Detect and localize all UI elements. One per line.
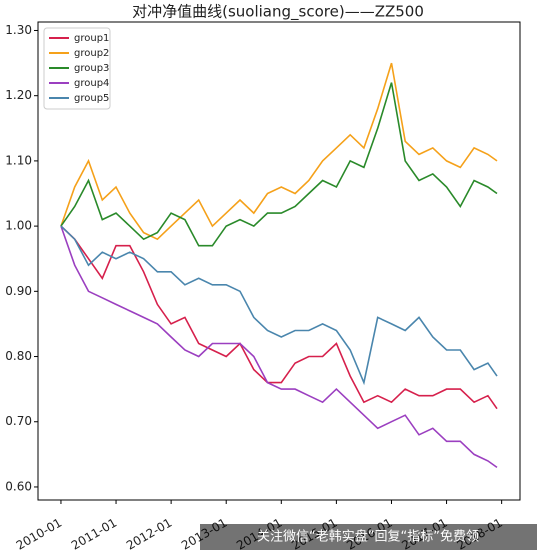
y-tick-label: 0.90 bbox=[5, 284, 32, 298]
legend: group1 group2 group3 group4 group5 bbox=[43, 27, 111, 110]
x-tick-label: 2010-01 bbox=[14, 516, 64, 550]
legend-label: group4 bbox=[74, 78, 109, 89]
x-tick-label: 2012-01 bbox=[124, 516, 174, 550]
line-series bbox=[60, 62, 498, 241]
y-tick-label: 0.80 bbox=[5, 349, 32, 363]
y-tick-label: 1.00 bbox=[5, 219, 32, 233]
y-tick-label: 1.20 bbox=[5, 88, 32, 102]
plot-frame bbox=[37, 21, 521, 501]
watermark: 关注微信“老韩实盘”回复“指标”免费领 bbox=[257, 529, 479, 545]
legend-box bbox=[43, 27, 111, 110]
legend-label: group1 bbox=[74, 33, 109, 44]
chart-title: 对冲净值曲线(suoliang_score)——ZZ500 bbox=[132, 3, 424, 22]
line-series bbox=[60, 225, 498, 469]
line-series bbox=[60, 225, 498, 386]
line-series bbox=[60, 82, 498, 247]
watermark-bg bbox=[200, 524, 537, 550]
y-tick-label: 1.30 bbox=[5, 23, 32, 37]
y-tick-label: 1.10 bbox=[5, 153, 32, 167]
legend-label: group3 bbox=[74, 63, 109, 74]
y-tick-label: 0.70 bbox=[5, 414, 32, 428]
x-tick-label: 2011-01 bbox=[69, 516, 119, 550]
y-tick-label: 0.60 bbox=[5, 479, 32, 493]
legend-label: group2 bbox=[74, 48, 109, 59]
legend-label: group5 bbox=[74, 93, 109, 104]
